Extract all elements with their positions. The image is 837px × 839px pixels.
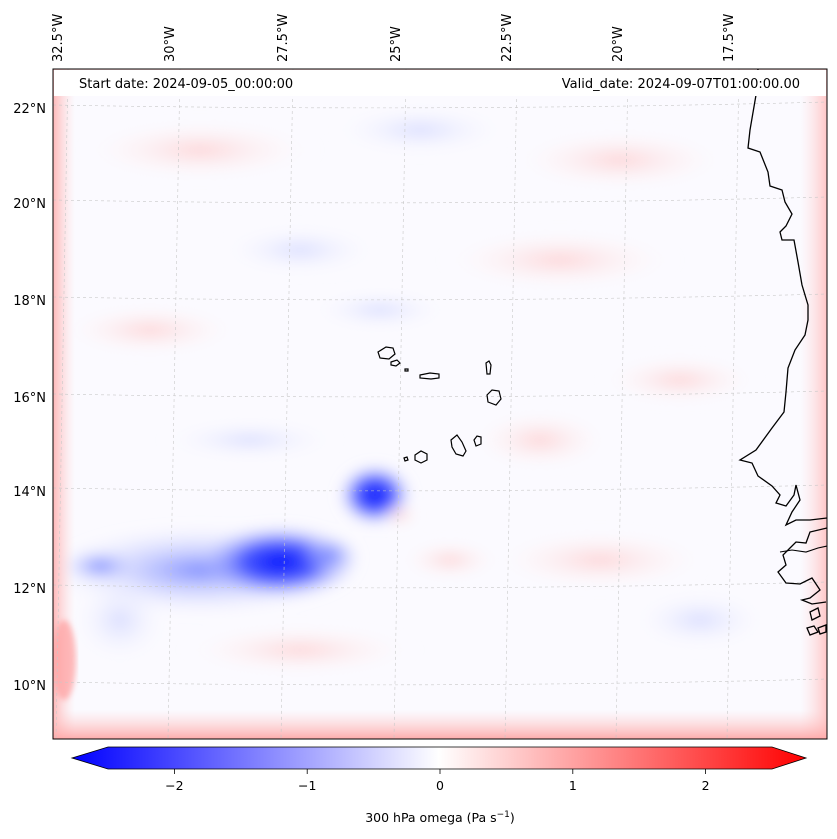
- valid-date-label: Valid_date: 2024-09-07T01:00:00.00: [561, 77, 800, 92]
- island-fogo: [414, 450, 428, 464]
- lat-gridline: [53, 484, 827, 492]
- lon-gridline: [55, 69, 69, 739]
- lon-label: 30°W: [163, 26, 178, 62]
- lat-label: 14°N: [13, 485, 46, 500]
- lon-gridline: [167, 69, 181, 739]
- lon-label: 17.5°W: [722, 14, 737, 62]
- coastline: [738, 69, 827, 636]
- lon-label: 27.5°W: [276, 14, 291, 62]
- gambia-river: [779, 545, 827, 553]
- colorbar-tick-label: 0: [436, 778, 444, 793]
- island-sao-nicolau: [419, 372, 440, 380]
- lat-label: 10°N: [13, 679, 46, 694]
- gridlines: [53, 69, 827, 739]
- colorbar-tick-label: 1: [569, 778, 577, 793]
- lat-label: 18°N: [13, 294, 46, 309]
- island-brava: [403, 456, 409, 462]
- lon-label: 20°W: [611, 26, 626, 62]
- lon-label: 32.5°W: [51, 14, 66, 62]
- colorbar-label: 300 hPa omega (Pa s−1): [365, 810, 515, 825]
- lon-gridline: [393, 69, 407, 739]
- lat-gridline: [53, 678, 827, 686]
- island-santiago: [450, 434, 467, 457]
- lat-label: 12°N: [13, 582, 46, 597]
- lon-gridline: [280, 69, 294, 739]
- lat-gridline: [53, 293, 827, 301]
- colorbar: −2 −1 0 1 2 300 hPa omega (Pa s−1): [70, 746, 808, 825]
- lon-label: 22.5°W: [500, 14, 515, 62]
- island-santa-luzia: [404, 368, 409, 372]
- lat-gridline: [53, 581, 827, 589]
- lon-gridline: [615, 69, 629, 739]
- colorbar-body: [70, 746, 808, 770]
- island-boa-vista: [486, 389, 502, 406]
- latitude-labels: 22°N 20°N 18°N 16°N 14°N 12°N 10°N: [13, 102, 46, 694]
- cabo-verde-islands: [377, 346, 502, 464]
- lat-label: 16°N: [13, 391, 46, 406]
- colorbar-ticks: −2 −1 0 1 2: [165, 769, 710, 793]
- island-sal: [485, 360, 492, 375]
- start-date-label: Start date: 2024-09-05_00:00:00: [79, 77, 294, 92]
- island-sao-vicente: [390, 359, 401, 367]
- longitude-labels: 32.5°W 30°W 27.5°W 25°W 22.5°W 20°W 17.5°W: [51, 14, 737, 62]
- lat-gridline: [53, 196, 827, 204]
- lon-gridline: [726, 69, 740, 739]
- lon-gridline: [504, 69, 518, 739]
- colorbar-tick-label: −2: [165, 778, 183, 793]
- lat-gridline: [53, 101, 827, 109]
- lat-label: 20°N: [13, 197, 46, 212]
- header-band: [54, 70, 826, 96]
- colorbar-tick-label: −1: [298, 778, 316, 793]
- island-maio: [473, 435, 482, 447]
- lat-label: 22°N: [13, 102, 46, 117]
- lon-label: 25°W: [389, 26, 404, 62]
- colorbar-tick-label: 2: [702, 778, 710, 793]
- map-frame: [52, 68, 828, 740]
- island-santo-antao: [377, 346, 396, 360]
- lat-gridline: [53, 390, 827, 398]
